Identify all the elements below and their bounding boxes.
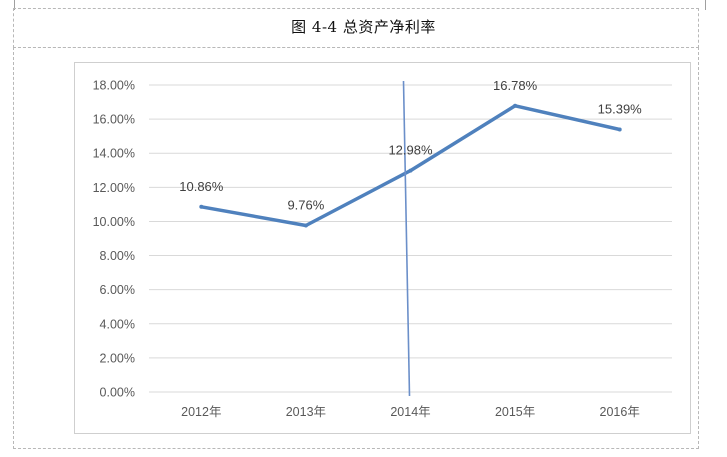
data-label: 12.98%: [388, 143, 433, 158]
x-tick-label: 2015年: [495, 405, 535, 419]
data-point: [303, 223, 308, 228]
y-tick-label: 18.00%: [93, 79, 135, 93]
data-point: [513, 103, 518, 108]
crop-mark-right: [705, 0, 706, 10]
y-tick-label: 16.00%: [93, 113, 135, 127]
data-label: 9.76%: [287, 198, 324, 213]
chart-frame[interactable]: 0.00% 2.00% 4.00% 6.00% 8.00% 10.00% 12.00% 14.…: [74, 62, 691, 434]
x-tick-label: 2014年: [390, 405, 430, 419]
y-tick-label: 0.00%: [100, 386, 135, 400]
data-point: [199, 204, 204, 209]
series-line: [199, 104, 622, 228]
data-point: [617, 127, 622, 132]
y-tick-label: 4.00%: [100, 317, 135, 331]
data-label: 16.78%: [493, 78, 538, 93]
x-tick-label: 2016年: [600, 405, 640, 419]
x-tick-label: 2013年: [286, 405, 326, 419]
crop-mark-left: [14, 0, 15, 10]
y-tick-label: 8.00%: [100, 249, 135, 263]
y-tick-label: 12.00%: [93, 181, 135, 195]
chart-object-box: [13, 47, 699, 449]
x-tick-label: 2012年: [181, 405, 221, 419]
figure-caption: 图 4-4 总资产净利率: [291, 18, 436, 36]
y-tick-label: 6.00%: [100, 283, 135, 297]
data-label: 10.86%: [179, 179, 224, 194]
data-label: 15.39%: [598, 102, 643, 117]
y-tick-label: 2.00%: [100, 351, 135, 365]
data-point: [408, 168, 413, 173]
y-tick-label: 10.00%: [93, 215, 135, 229]
cursor-line: [402, 80, 411, 397]
y-tick-label: 14.00%: [93, 147, 135, 161]
line-chart: 0.00% 2.00% 4.00% 6.00% 8.00% 10.00% 12.00% 14.…: [93, 78, 672, 419]
